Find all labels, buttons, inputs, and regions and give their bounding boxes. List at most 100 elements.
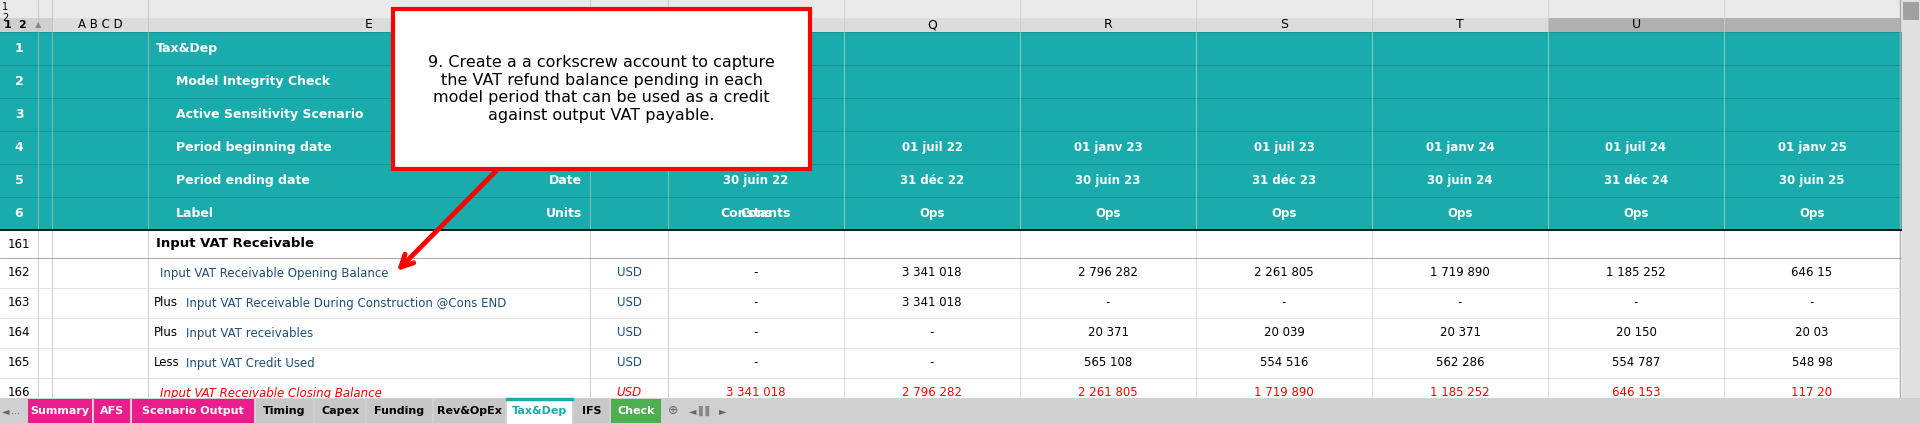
Text: 565 108: 565 108 <box>1085 357 1133 369</box>
Text: 01 juil 24: 01 juil 24 <box>1605 141 1667 154</box>
Bar <box>315 399 365 423</box>
Text: Summary: Summary <box>31 406 90 416</box>
Text: 117 20: 117 20 <box>1791 387 1832 399</box>
Text: Ops: Ops <box>1622 207 1649 220</box>
Text: ...: ... <box>12 406 21 416</box>
Text: 2: 2 <box>2 13 8 23</box>
Text: Units: Units <box>545 207 582 220</box>
Text: -: - <box>1106 296 1110 310</box>
Bar <box>611 399 660 423</box>
Text: -: - <box>755 296 758 310</box>
Text: 1 185 252: 1 185 252 <box>1430 387 1490 399</box>
Text: 646 153: 646 153 <box>1611 387 1661 399</box>
Bar <box>1903 0 1920 398</box>
Text: 30 juin 22: 30 juin 22 <box>724 174 789 187</box>
Text: 3 341 018: 3 341 018 <box>726 387 785 399</box>
Text: Input VAT Receivable: Input VAT Receivable <box>156 237 315 251</box>
Text: 31 déc 24: 31 déc 24 <box>1603 174 1668 187</box>
Text: 01 juin 22: 01 juin 22 <box>724 141 789 154</box>
Text: 164: 164 <box>8 326 31 340</box>
Bar <box>94 399 131 423</box>
Text: 20 03: 20 03 <box>1795 326 1828 340</box>
Text: Rev&OpEx: Rev&OpEx <box>438 406 501 416</box>
Bar <box>0 348 1920 378</box>
Text: Input VAT Receivable Opening Balance: Input VAT Receivable Opening Balance <box>159 267 388 279</box>
Text: 2 261 805: 2 261 805 <box>1079 387 1139 399</box>
Text: ►: ► <box>720 406 728 416</box>
Text: Tax&Dep: Tax&Dep <box>156 42 219 55</box>
Text: E: E <box>365 19 372 31</box>
Text: 1: 1 <box>15 42 23 55</box>
Text: -: - <box>755 357 758 369</box>
Text: Date: Date <box>549 141 582 154</box>
Text: IFS: IFS <box>582 406 601 416</box>
Text: 554 787: 554 787 <box>1611 357 1661 369</box>
Text: 2: 2 <box>15 75 23 88</box>
Text: 01 janv 24: 01 janv 24 <box>1425 141 1494 154</box>
Text: 30 juin 24: 30 juin 24 <box>1427 174 1492 187</box>
Text: 163: 163 <box>8 296 31 310</box>
Text: OK: OK <box>563 75 582 88</box>
Bar <box>0 18 52 32</box>
Text: 31 déc 23: 31 déc 23 <box>1252 174 1315 187</box>
Bar <box>0 0 1920 18</box>
Text: Plus: Plus <box>154 326 179 340</box>
Text: -: - <box>1457 296 1463 310</box>
Text: -: - <box>1283 296 1286 310</box>
Bar <box>394 9 810 169</box>
Text: 01 juil 22: 01 juil 22 <box>902 141 962 154</box>
Text: 161: 161 <box>8 237 31 251</box>
Text: 646 15: 646 15 <box>1791 267 1832 279</box>
Text: 1 719 890: 1 719 890 <box>1254 387 1313 399</box>
Text: T: T <box>1455 19 1463 31</box>
Text: 20 150: 20 150 <box>1615 326 1657 340</box>
Text: 30 juin 25: 30 juin 25 <box>1780 174 1845 187</box>
Bar <box>434 399 505 423</box>
Text: ▲: ▲ <box>35 20 40 30</box>
Text: Period ending date: Period ending date <box>177 174 309 187</box>
Text: 1 719 890: 1 719 890 <box>1430 267 1490 279</box>
Text: 3 341 018: 3 341 018 <box>902 267 962 279</box>
Bar <box>574 399 609 423</box>
Text: 01 janv 25: 01 janv 25 <box>1778 141 1847 154</box>
Text: USD: USD <box>616 357 641 369</box>
Bar <box>367 399 432 423</box>
Text: Input VAT Receivable Closing Balance: Input VAT Receivable Closing Balance <box>159 387 382 399</box>
Text: R: R <box>1104 19 1112 31</box>
Bar <box>132 399 253 423</box>
Bar <box>29 399 92 423</box>
Bar <box>0 378 1920 408</box>
Text: Model Integrity Check: Model Integrity Check <box>177 75 330 88</box>
Text: 2 796 282: 2 796 282 <box>1077 267 1139 279</box>
Text: 2 796 282: 2 796 282 <box>902 387 962 399</box>
Text: Plus: Plus <box>154 296 179 310</box>
Text: 548 98: 548 98 <box>1791 357 1832 369</box>
Text: Less: Less <box>154 357 180 369</box>
Text: Timing: Timing <box>263 406 305 416</box>
Bar <box>0 230 1920 398</box>
Text: 165: 165 <box>8 357 31 369</box>
Text: -: - <box>1811 296 1814 310</box>
Bar <box>1548 18 1901 32</box>
Bar <box>394 9 810 169</box>
Text: USD: USD <box>616 296 641 310</box>
Text: 554 516: 554 516 <box>1260 357 1308 369</box>
Text: ◄: ◄ <box>2 406 10 416</box>
Text: 1 185 252: 1 185 252 <box>1607 267 1667 279</box>
Text: 2 261 805: 2 261 805 <box>1254 267 1313 279</box>
Text: Ops: Ops <box>1448 207 1473 220</box>
Text: 20 039: 20 039 <box>1263 326 1304 340</box>
Text: USD: USD <box>616 387 641 399</box>
Text: Cons: Cons <box>739 207 772 220</box>
Text: Capex: Capex <box>321 406 359 416</box>
Text: AFS: AFS <box>100 406 125 416</box>
Text: S: S <box>1281 19 1288 31</box>
Text: -: - <box>755 326 758 340</box>
Text: Tax&Dep: Tax&Dep <box>513 406 566 416</box>
Text: 3 341 018: 3 341 018 <box>902 296 962 310</box>
Text: Period beginning date: Period beginning date <box>177 141 332 154</box>
Text: -: - <box>755 267 758 279</box>
Text: 20 371: 20 371 <box>1087 326 1129 340</box>
Text: 162: 162 <box>8 267 31 279</box>
Bar <box>0 398 1920 424</box>
